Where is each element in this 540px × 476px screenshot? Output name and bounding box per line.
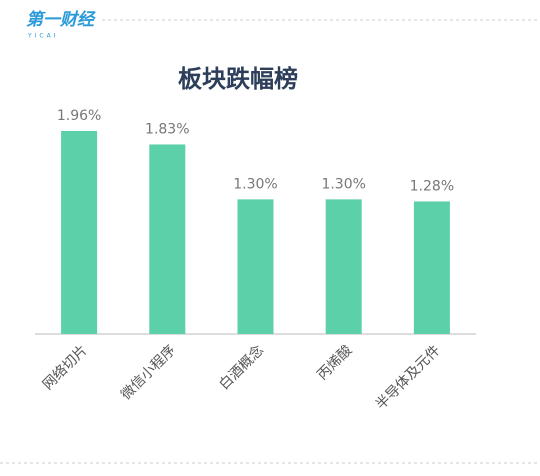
x-tick-label: 丙烯酸 xyxy=(314,342,355,383)
value-label: 1.28% xyxy=(410,178,454,194)
logo-sub: YICAI xyxy=(27,33,59,40)
x-tick-label: 微信小程序 xyxy=(118,342,179,403)
bar xyxy=(237,199,274,334)
x-tick-label: 网络切片 xyxy=(40,342,91,393)
chart-title: 板块跌幅榜 xyxy=(178,65,298,93)
value-label: 1.83% xyxy=(145,121,189,137)
x-tick-label: 白酒概念 xyxy=(216,342,268,394)
x-tick-label: 半导体及元件 xyxy=(373,342,444,413)
value-label: 1.30% xyxy=(321,176,365,192)
logo: 第一财经 xyxy=(26,10,96,30)
value-label: 1.30% xyxy=(233,176,277,192)
bar xyxy=(61,131,98,334)
value-label: 1.96% xyxy=(57,108,101,124)
bar xyxy=(325,199,362,334)
bar xyxy=(413,201,450,334)
bar xyxy=(149,144,186,334)
